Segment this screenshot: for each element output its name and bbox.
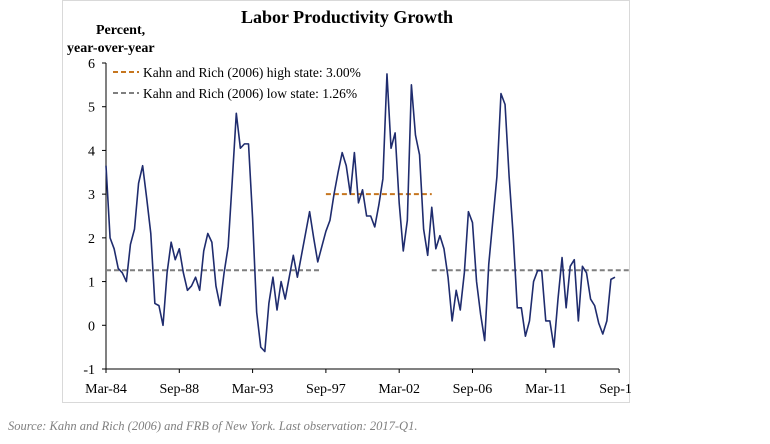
- y-tick-label: 6: [88, 57, 95, 72]
- y-tick-label: 2: [88, 232, 95, 247]
- y-tick-label: 0: [88, 319, 95, 334]
- legend-label-low: Kahn and Rich (2006) low state: 1.26%: [143, 86, 357, 101]
- source-note: Source: Kahn and Rich (2006) and FRB of …: [8, 419, 418, 433]
- x-tick-label: Sep-97: [306, 382, 346, 397]
- y-tick-label: 4: [88, 144, 95, 159]
- y-tick-label: 5: [88, 101, 95, 116]
- y-tick-label: 1: [88, 276, 95, 291]
- line-chart: Labor Productivity Growth Percent, year-ov…: [67, 7, 631, 397]
- y-axis-label: year-over-year: [67, 41, 155, 56]
- chart-title: Labor Productivity Growth: [241, 7, 453, 27]
- y-tick-label: 3: [88, 188, 95, 203]
- y-tick-label: -1: [83, 363, 95, 378]
- chart-frame: Labor Productivity Growth Percent, year-ov…: [62, 0, 631, 403]
- x-tick-label: Mar-11: [525, 382, 566, 397]
- x-tick-label: Mar-02: [378, 382, 420, 397]
- legend-label-high: Kahn and Rich (2006) high state: 3.00%: [143, 65, 361, 80]
- x-tick-label: Sep-88: [159, 382, 199, 397]
- productivity-series-line: [105, 73, 616, 353]
- x-tick-label: Sep-06: [453, 382, 493, 397]
- x-tick-label: Mar-84: [85, 382, 127, 397]
- y-axis-label: Percent,: [96, 23, 145, 38]
- x-tick-label: Mar-93: [232, 382, 274, 397]
- x-tick-label: Sep-15: [599, 382, 631, 397]
